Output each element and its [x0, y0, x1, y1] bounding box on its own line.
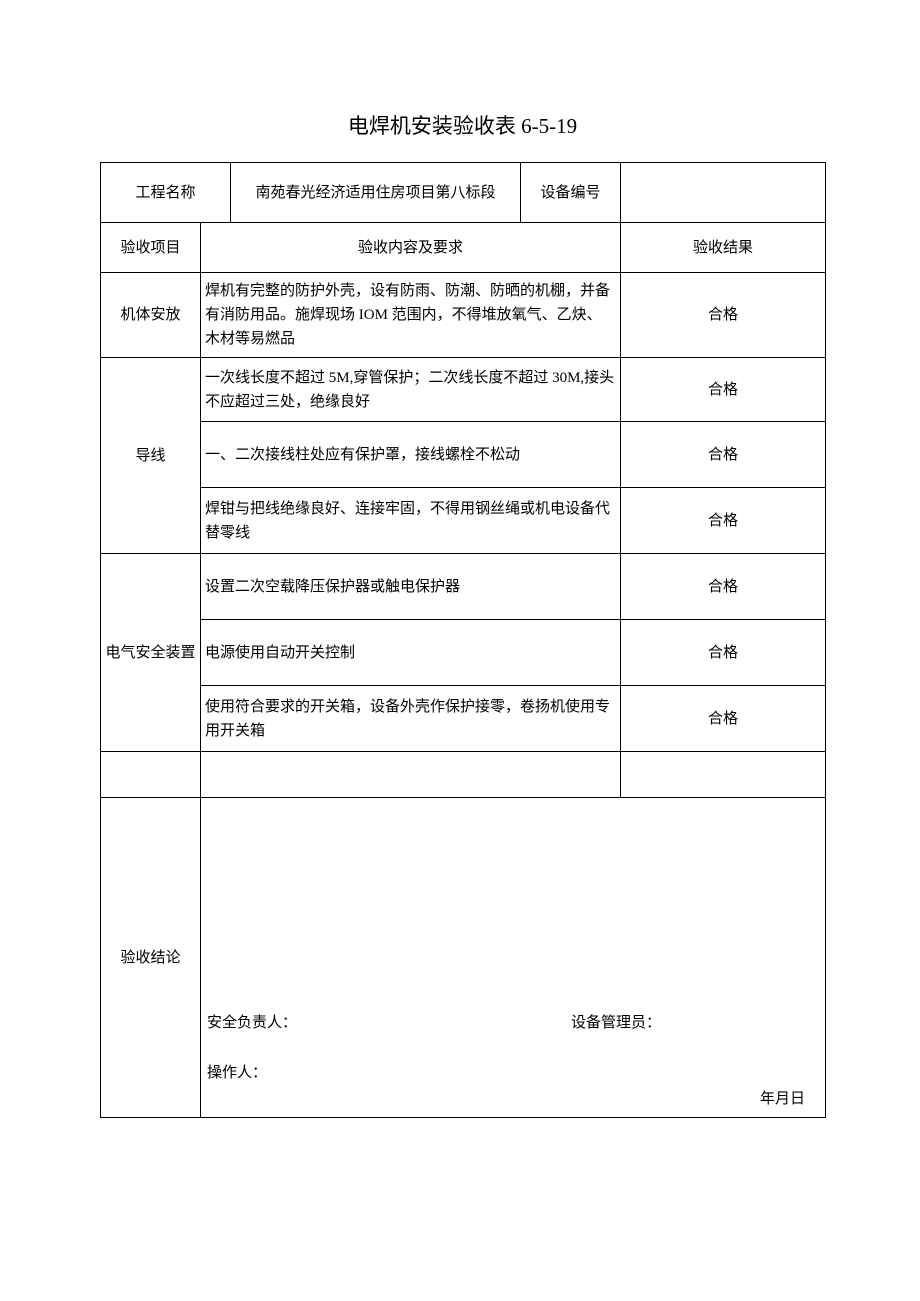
section-body-result: 合格	[621, 273, 826, 358]
section-body-label: 机体安放	[101, 273, 201, 358]
date-label: 年月日	[760, 1087, 805, 1111]
col-header-content: 验收内容及要求	[201, 223, 621, 273]
electric-row-0-content: 设置二次空载降压保护器或触电保护器	[201, 554, 621, 620]
col-header-result: 验收结果	[621, 223, 826, 273]
equipment-no	[621, 163, 826, 223]
wire-row-2-result: 合格	[621, 488, 826, 554]
conclusion-label: 验收结论	[101, 798, 201, 1118]
operator-label: 操作人：	[207, 1061, 267, 1085]
section-body-content: 焊机有完整的防护外壳，设有防雨、防潮、防晒的机棚，并备有消防用品。施焊现场 IO…	[201, 273, 621, 358]
empty-cell	[201, 752, 621, 798]
wire-row-0-result: 合格	[621, 358, 826, 422]
electric-row-2-content: 使用符合要求的开关箱，设备外壳作保护接零，卷扬机使用专用开关箱	[201, 686, 621, 752]
equip-admin-label: 设备管理员：	[571, 1011, 661, 1035]
wire-row-1-content: 一、二次接线柱处应有保护罩，接线螺栓不松动	[201, 422, 621, 488]
wire-row-1-result: 合格	[621, 422, 826, 488]
wire-row-2-content: 焊钳与把线绝缘良好、连接牢固，不得用钢丝绳或机电设备代替零线	[201, 488, 621, 554]
col-header-item: 验收项目	[101, 223, 201, 273]
section-electric-label: 电气安全装置	[101, 554, 201, 752]
empty-cell	[101, 752, 201, 798]
project-label: 工程名称	[101, 163, 231, 223]
electric-row-1-content: 电源使用自动开关控制	[201, 620, 621, 686]
wire-row-0-content: 一次线长度不超过 5M,穿管保护；二次线长度不超过 30M,接头不应超过三处，绝…	[201, 358, 621, 422]
electric-row-1-result: 合格	[621, 620, 826, 686]
conclusion-cell: 安全负责人： 设备管理员： 操作人： 年月日	[201, 798, 826, 1118]
project-name: 南苑春光经济适用住房项目第八标段	[231, 163, 521, 223]
empty-cell	[621, 752, 826, 798]
safety-person-label: 安全负责人：	[207, 1011, 297, 1035]
inspection-table: 工程名称 南苑春光经济适用住房项目第八标段 设备编号 验收项目 验收内容及要求 …	[100, 162, 826, 1118]
electric-row-0-result: 合格	[621, 554, 826, 620]
page-title: 电焊机安装验收表 6-5-19	[100, 110, 825, 140]
electric-row-2-result: 合格	[621, 686, 826, 752]
equipment-label: 设备编号	[521, 163, 621, 223]
section-wire-label: 导线	[101, 358, 201, 554]
